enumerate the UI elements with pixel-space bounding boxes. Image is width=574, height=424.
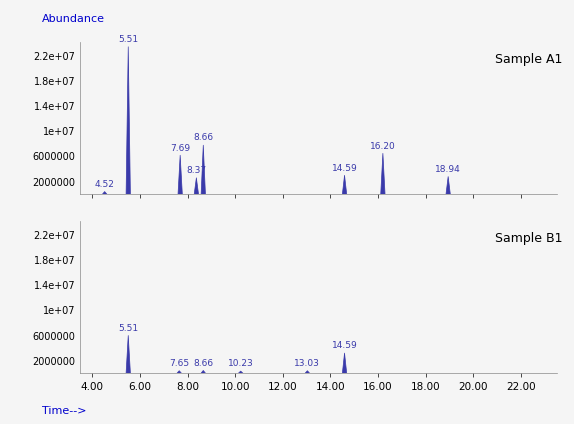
Polygon shape: [178, 155, 183, 194]
Text: 18.94: 18.94: [435, 165, 461, 174]
Polygon shape: [126, 335, 130, 373]
Text: 10.23: 10.23: [228, 360, 254, 368]
Polygon shape: [342, 353, 347, 373]
Polygon shape: [201, 145, 205, 194]
Text: 13.03: 13.03: [294, 359, 320, 368]
Polygon shape: [103, 192, 107, 194]
Polygon shape: [446, 176, 450, 194]
Polygon shape: [177, 371, 181, 373]
Text: 7.65: 7.65: [169, 359, 189, 368]
Text: 5.51: 5.51: [118, 35, 138, 44]
Polygon shape: [126, 47, 130, 194]
Text: 5.51: 5.51: [118, 324, 138, 333]
Text: 14.59: 14.59: [332, 341, 358, 350]
Polygon shape: [342, 175, 347, 194]
Text: 4.52: 4.52: [95, 180, 115, 189]
Text: 7.69: 7.69: [170, 143, 190, 153]
Polygon shape: [194, 178, 199, 194]
Text: 8.66: 8.66: [193, 134, 214, 142]
Polygon shape: [381, 153, 385, 194]
Polygon shape: [201, 371, 205, 373]
Text: Sample B1: Sample B1: [495, 232, 563, 245]
Polygon shape: [305, 371, 309, 373]
Text: 8.66: 8.66: [193, 359, 214, 368]
Text: 16.20: 16.20: [370, 142, 395, 151]
Text: 8.37: 8.37: [187, 166, 207, 175]
Polygon shape: [239, 371, 243, 373]
Text: Abundance: Abundance: [42, 14, 105, 24]
Text: Time-->: Time-->: [42, 407, 87, 416]
Text: Sample A1: Sample A1: [495, 53, 562, 66]
Text: 14.59: 14.59: [332, 164, 358, 173]
